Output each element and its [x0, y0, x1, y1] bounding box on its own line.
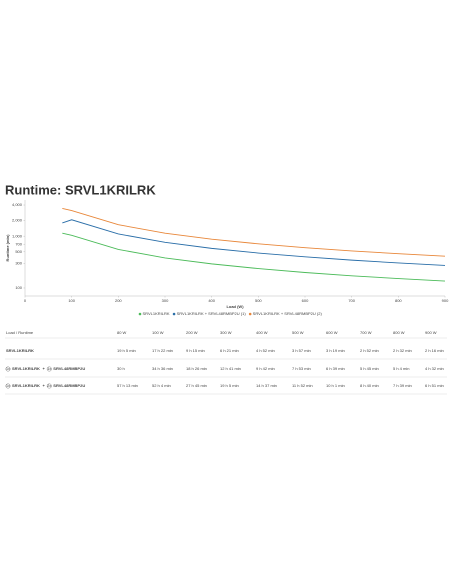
- table-header: 400 W: [256, 330, 268, 335]
- row-label: SRVL1KRILRK: [12, 366, 40, 371]
- table-cell: 27 h 45 min: [186, 383, 207, 388]
- quantity-text: 1x: [6, 366, 10, 371]
- table-cell: 11 h 52 min: [292, 383, 313, 388]
- table-cell: 7 h 53 min: [292, 366, 311, 371]
- row-label: SRVL1KRILRK: [12, 383, 40, 388]
- quantity-badge: [5, 383, 11, 389]
- table-cell: 9 h 42 min: [256, 366, 275, 371]
- page-title: Runtime: SRVL1KRILRK: [5, 182, 156, 197]
- row-label: SRVL48RMBP2U: [53, 383, 85, 388]
- quantity-text: 1x: [47, 366, 51, 371]
- table-header: 800 W: [393, 330, 405, 335]
- table-cell: 2 h 16 min: [425, 348, 444, 353]
- x-tick-label: 400: [208, 298, 215, 303]
- table-header: 200 W: [186, 330, 198, 335]
- quantity-badge: [5, 366, 11, 372]
- table-cell: 14 h 37 min: [256, 383, 277, 388]
- table-cell: 19 h 5 min: [220, 383, 239, 388]
- y-tick-label: 4,000: [12, 202, 23, 207]
- quantity-badge: [46, 366, 52, 372]
- table-cell: 3 h 57 min: [292, 348, 311, 353]
- table-cell: 34 h 36 min: [152, 366, 173, 371]
- x-axis-label: Load (W): [226, 304, 244, 309]
- row-label: SRVL48RMBP2U: [53, 366, 85, 371]
- x-tick-label: 700: [348, 298, 355, 303]
- table-header: 100 W: [152, 330, 164, 335]
- table-cell: 5 h 4 min: [393, 366, 409, 371]
- table-header: 900 W: [425, 330, 437, 335]
- series-line: [62, 219, 446, 266]
- table-cell: 5 h 45 min: [360, 366, 379, 371]
- y-tick-label: 300: [15, 260, 22, 265]
- x-tick-label: 0: [24, 298, 27, 303]
- quantity-text: 1x: [6, 383, 10, 388]
- row-label: +: [42, 383, 45, 388]
- legend-swatch: [172, 312, 176, 316]
- table-cell: 2 h 32 min: [393, 348, 412, 353]
- table-cell: 4 h 52 min: [256, 348, 275, 353]
- table-cell: 12 h 41 min: [220, 366, 241, 371]
- table-cell: 8 h 40 min: [360, 383, 379, 388]
- legend-swatch: [138, 312, 142, 316]
- table-cell: 2 h 52 min: [360, 348, 379, 353]
- row-label: +: [42, 366, 45, 371]
- table-header: 700 W: [360, 330, 372, 335]
- table-cell: 6 h 39 min: [326, 366, 345, 371]
- y-tick-label: 500: [15, 249, 22, 254]
- y-tick-label: 1,000: [12, 233, 23, 238]
- legend-label: SRVL1KRILRK + SRVL48RMBP2U (2): [253, 311, 323, 316]
- table-cell: 6 h 21 min: [220, 348, 239, 353]
- table-cell: 52 h 4 min: [152, 383, 171, 388]
- table-header: 80 W: [117, 330, 127, 335]
- x-tick-label: 900: [442, 298, 449, 303]
- x-tick-label: 100: [68, 298, 75, 303]
- table-cell: 7 h 39 min: [393, 383, 412, 388]
- legend-swatch: [248, 312, 252, 316]
- table-header: 600 W: [326, 330, 338, 335]
- legend-label: SRVL1KRILRK: [143, 311, 170, 316]
- table-cell: 4 h 32 min: [425, 366, 444, 371]
- table-cell: 10 h 1 min: [326, 383, 345, 388]
- row-label: SRVL1KRILRK: [6, 348, 34, 353]
- legend-label: SRVL1KRILRK + SRVL48RMBP2U (1): [177, 311, 247, 316]
- table-cell: 30 h: [117, 366, 125, 371]
- table-header: Load / Runtime: [6, 330, 34, 335]
- quantity-badge: [46, 383, 52, 389]
- table-cell: 57 h 13 min: [117, 383, 138, 388]
- x-tick-label: 800: [395, 298, 402, 303]
- table-cell: 17 h 22 min: [152, 348, 173, 353]
- x-tick-label: 200: [115, 298, 122, 303]
- quantity-text: 2x: [47, 383, 51, 388]
- y-axis-label: Runtime (min): [5, 234, 10, 262]
- table-header: 300 W: [220, 330, 232, 335]
- x-tick-label: 300: [162, 298, 169, 303]
- series-line: [62, 232, 446, 282]
- table-header: 500 W: [292, 330, 304, 335]
- y-tick-label: 700: [15, 241, 22, 246]
- table-cell: 3 h 19 min: [326, 348, 345, 353]
- table-cell: 9 h 15 min: [186, 348, 205, 353]
- x-tick-label: 600: [302, 298, 309, 303]
- series-line: [62, 208, 446, 257]
- y-tick-label: 2,000: [12, 218, 23, 223]
- table-cell: 6 h 51 min: [425, 383, 444, 388]
- table-cell: 18 h 26 min: [186, 366, 207, 371]
- x-tick-label: 500: [255, 298, 262, 303]
- table-cell: 19 h 5 min: [117, 348, 136, 353]
- y-tick-label: 100: [15, 285, 22, 290]
